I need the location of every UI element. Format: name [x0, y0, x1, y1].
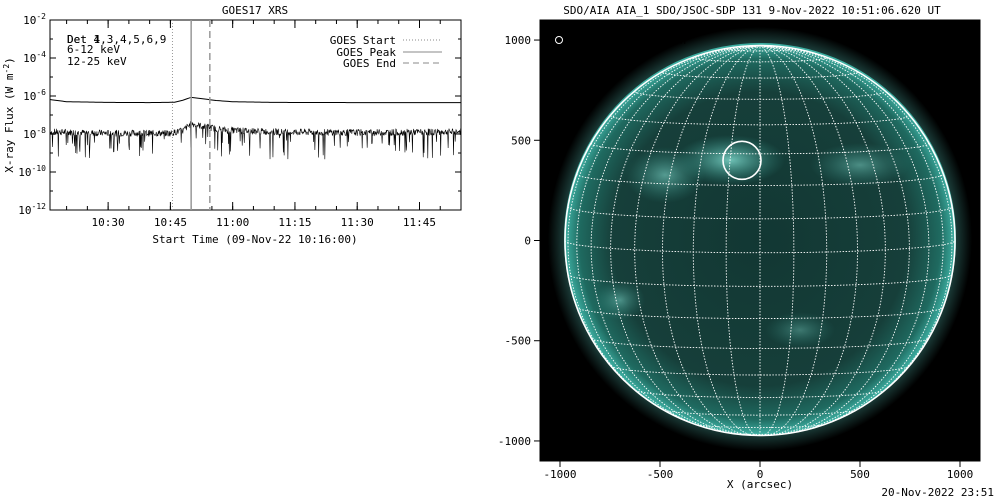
longitude-line — [759, 45, 886, 436]
longitude-line — [634, 45, 761, 436]
heliographic-grid — [564, 44, 956, 437]
aia-y-tick-label: 1000 — [505, 34, 532, 47]
aia-x-tick-label: 1000 — [947, 468, 974, 481]
latitude-line — [567, 274, 953, 287]
goes-y-tick-label: 10-6 — [23, 88, 46, 103]
longitude-line — [759, 45, 858, 436]
goes-long-channel-curve — [49, 96, 461, 104]
goes-x-tick-label: 11:00 — [216, 216, 249, 229]
goes-y-tick-label: 10-4 — [23, 50, 46, 65]
aia-legend-marker — [555, 36, 563, 44]
aia-legend-label: AIA flare location — [567, 34, 686, 47]
latitude-line — [694, 423, 826, 429]
legend-goes-end-label: GOES End — [343, 57, 396, 70]
longitude-line — [759, 45, 828, 436]
goes-legend: GOES Start GOES Peak GOES End — [330, 34, 442, 70]
flare-location-marker — [722, 140, 762, 181]
goes-y-axis-label: X-ray Flux (W m-2) — [2, 57, 16, 173]
longitude-line — [662, 45, 761, 436]
longitude-line — [610, 45, 761, 436]
longitude-line — [759, 45, 910, 436]
latitude-line — [635, 389, 885, 398]
aia-x-tick-label: 500 — [850, 468, 870, 481]
aia-x-tick-label: -500 — [647, 468, 674, 481]
longitude-line — [759, 45, 795, 436]
goes-y-tick-label: 10-2 — [23, 12, 46, 27]
goes-x-tick-label: 10:30 — [92, 216, 125, 229]
aia-y-tick-label: 500 — [511, 134, 531, 147]
goes-x-axis-label: Start Time (09-Nov-22 10:16:00) — [152, 233, 357, 246]
flare-location-layer — [722, 140, 762, 181]
aia-chart-title: SDO/AIA AIA_1 SDO/JSOC-SDP 131 9-Nov-202… — [563, 4, 941, 17]
goes-plot-frame — [49, 19, 462, 211]
goes-xrs-panel: GOES17 XRS 10-2 10-4 10-6 10-8 10-10 10-12 10… — [2, 4, 462, 246]
longitude-line — [759, 45, 953, 425]
detector-label-overlay: Det 1,3,4,5,6,9 — [67, 33, 166, 46]
legend-goes-peak-label: GOES Peak — [336, 46, 396, 59]
goes-data-layer — [49, 96, 462, 160]
aia-image-panel: SDO/AIA AIA_1 SDO/JSOC-SDP 131 9-Nov-202… — [498, 4, 981, 491]
aia-y-tick-label: 0 — [524, 235, 531, 248]
longitude-line — [576, 45, 761, 433]
goes-x-tick-label: 11:30 — [341, 216, 374, 229]
energy-label-high: 12-25 keV — [67, 55, 127, 68]
detector-label-primary: Det 4 — [67, 33, 100, 46]
goes-x-axis: 10:30 10:45 11:00 11:15 11:30 11:45 — [66, 20, 462, 229]
longitude-line — [759, 45, 944, 433]
active-region-northwest — [810, 143, 910, 187]
goes-y-tick-label: 10-10 — [18, 164, 46, 179]
aia-y-tick-label: -1000 — [498, 435, 531, 448]
latitude-line — [663, 409, 857, 416]
latitude-line — [692, 57, 828, 63]
goes-short-channel-curve — [49, 121, 462, 160]
goes-x-tick-label: 10:45 — [154, 216, 187, 229]
legend-goes-start-label: GOES Start — [330, 34, 396, 47]
active-region-southwest — [765, 312, 835, 348]
goes-x-tick-label: 11:45 — [403, 216, 436, 229]
active-region-northeast — [625, 147, 705, 203]
goes-y-tick-label: 10-8 — [23, 126, 46, 141]
aia-legend: AIA flare location — [555, 34, 686, 47]
active-region-southeast — [595, 280, 645, 320]
goes-y-tick-label: 10-12 — [18, 202, 46, 217]
goes-x-tick-label: 11:15 — [278, 216, 311, 229]
longitude-line — [725, 45, 761, 436]
footer-timestamp: 20-Nov-2022 23:51 — [881, 486, 994, 499]
goes-chart-title: GOES17 XRS — [222, 4, 288, 17]
aia-x-axis: -1000 -500 0 500 1000 — [543, 461, 973, 481]
aia-x-tick-label: 0 — [757, 468, 764, 481]
aia-x-axis-label: X (arcsec) — [727, 478, 793, 491]
goes-event-markers — [171, 20, 211, 210]
longitude-line — [567, 45, 761, 425]
latitude-line — [576, 307, 944, 320]
solar-limb-outline — [564, 44, 956, 437]
longitude-line — [692, 45, 761, 436]
aia-x-tick-label: -1000 — [543, 468, 576, 481]
aia-y-tick-label: -500 — [505, 335, 532, 348]
aia-y-axis: -1000 -500 0 500 1000 — [498, 34, 540, 448]
energy-label-low: 6-12 keV — [67, 43, 120, 56]
